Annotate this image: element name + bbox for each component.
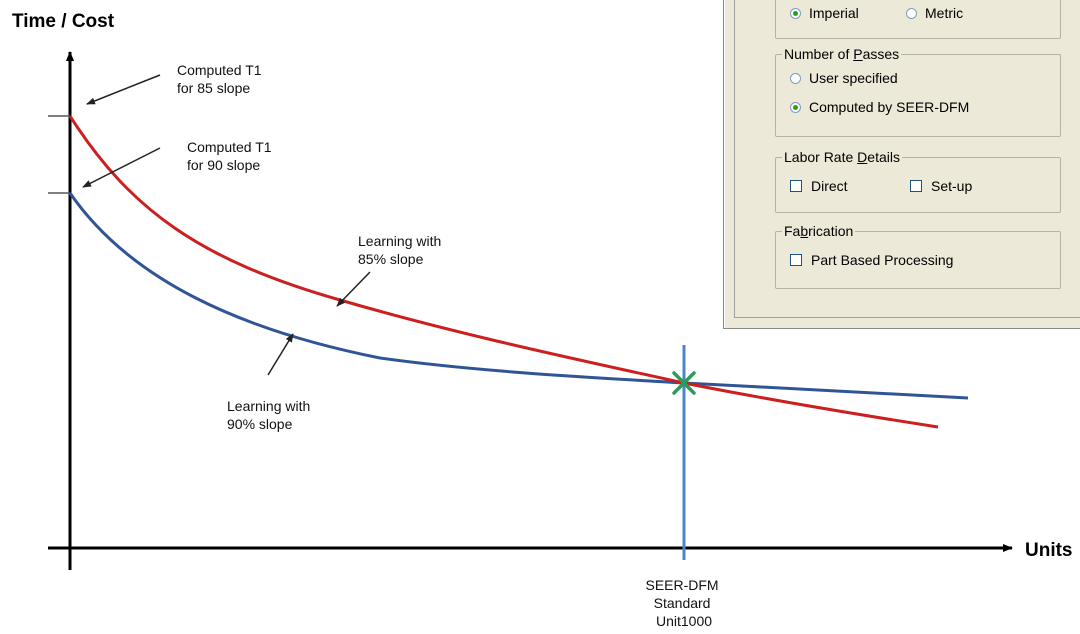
units-group: Imperial Metric — [775, 0, 1061, 39]
checkbox-part-based-processing-box[interactable] — [790, 254, 802, 266]
radio-user-specified-indicator[interactable] — [790, 72, 801, 84]
passes-group: Number of Passes User specified Computed… — [775, 46, 1061, 137]
arrow-t1-90 — [82, 147, 161, 188]
checkbox-part-based-processing-label: Part Based Processing — [811, 252, 954, 268]
radio-user-specified[interactable]: User specified — [790, 70, 898, 86]
x-axis-title: Units — [1025, 540, 1073, 561]
intersection-x-mark — [672, 371, 696, 395]
y-axis-title: Time / Cost — [12, 11, 115, 32]
dialog-panel: Imperial Metric Number of Passes User sp… — [734, 0, 1080, 318]
radio-imperial-indicator[interactable] — [790, 7, 801, 19]
checkbox-direct-box[interactable] — [790, 180, 802, 192]
settings-dialog: Imperial Metric Number of Passes User sp… — [723, 0, 1080, 329]
checkbox-direct-label: Direct — [811, 178, 848, 194]
checkbox-direct[interactable]: Direct — [790, 178, 848, 194]
radio-imperial[interactable]: Imperial — [790, 5, 859, 21]
labor-rate-group: Labor Rate Details Direct Set-up — [775, 149, 1061, 213]
arrow-learn-85 — [336, 271, 371, 307]
fabrication-group: Fabrication Part Based Processing — [775, 223, 1061, 289]
checkbox-part-based-processing[interactable]: Part Based Processing — [790, 252, 953, 268]
arrow-learn-90 — [267, 333, 294, 376]
checkbox-setup-label: Set-up — [931, 178, 973, 194]
fabrication-group-title: Fabrication — [782, 223, 856, 239]
passes-group-title: Number of Passes — [782, 46, 902, 62]
annotation-learning-90: Learning with 90% slope — [227, 398, 314, 432]
radio-imperial-label: Imperial — [809, 5, 859, 21]
annotation-standard-unit: SEER-DFM Standard Unit1000 — [645, 577, 722, 629]
radio-computed-by-seer-indicator[interactable] — [790, 101, 801, 113]
radio-metric-indicator[interactable] — [906, 7, 917, 19]
radio-metric[interactable]: Metric — [906, 5, 963, 21]
checkbox-setup[interactable]: Set-up — [910, 178, 972, 194]
curve-90-slope — [68, 192, 969, 400]
annotation-t1-90: Computed T1 for 90 slope — [187, 139, 275, 173]
checkbox-setup-box[interactable] — [910, 180, 922, 192]
labor-rate-group-title: Labor Rate Details — [782, 149, 902, 165]
arrow-t1-85 — [86, 74, 161, 105]
radio-metric-label: Metric — [925, 5, 964, 21]
annotation-t1-85: Computed T1 for 85 slope — [177, 62, 265, 96]
radio-user-specified-label: User specified — [809, 70, 898, 86]
curve-85-slope — [68, 115, 939, 429]
radio-computed-by-seer[interactable]: Computed by SEER-DFM — [790, 99, 969, 115]
annotation-learning-85: Learning with 85% slope — [358, 233, 445, 267]
radio-computed-by-seer-label: Computed by SEER-DFM — [809, 99, 970, 115]
